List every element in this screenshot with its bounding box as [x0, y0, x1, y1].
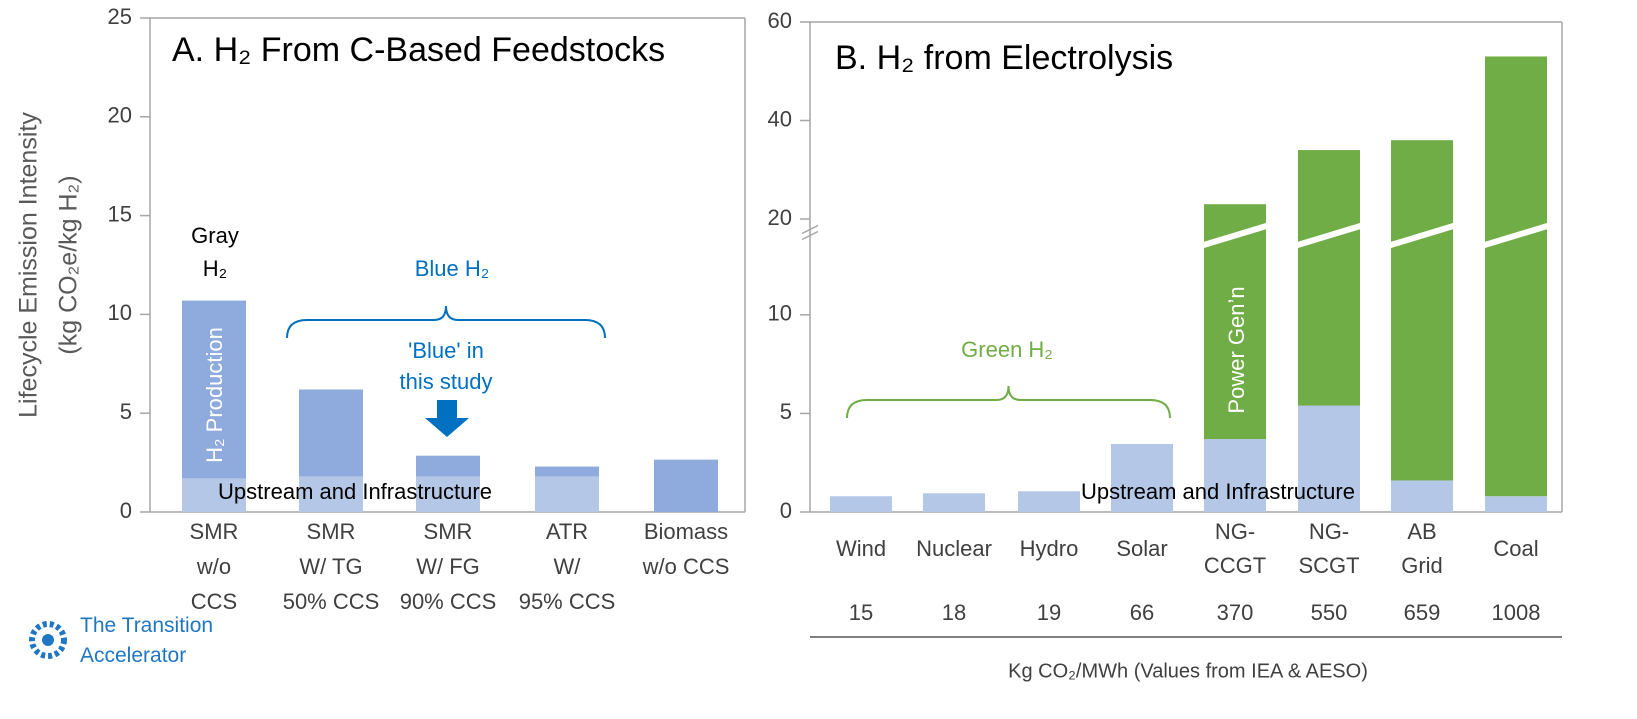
x-tick-label: Solar: [1116, 536, 1167, 561]
logo-core: [42, 634, 54, 646]
x-tick-label: CCGT: [1204, 553, 1266, 578]
y-tick-label: 15: [108, 201, 132, 226]
x-tick-label: ATR: [546, 519, 588, 544]
x-tick-label: SMR: [307, 519, 356, 544]
logo: [29, 621, 67, 659]
bar-segment: [1298, 150, 1360, 406]
y-tick-label: 25: [108, 4, 132, 29]
chart-title: B. H₂ from Electrolysis: [835, 39, 1173, 77]
y-tick-label: 10: [108, 300, 132, 325]
brace: [286, 305, 606, 339]
y-tick-label: 20: [768, 205, 792, 230]
x-tick-label: W/: [554, 554, 582, 579]
x-tick-label: Nuclear: [916, 536, 992, 561]
annotation: Blue H₂: [415, 256, 490, 281]
x-tick-label: 50% CCS: [283, 589, 380, 614]
y-tick-label: 0: [780, 498, 792, 523]
y-axis-title: Lifecycle Emission Intensity: [15, 112, 43, 418]
x-tick-label: SMR: [424, 519, 473, 544]
bar-segment: [830, 496, 892, 512]
annotation: H₂: [203, 256, 227, 281]
bar-segment: [416, 476, 480, 512]
x-tick-label: w/o: [196, 554, 231, 579]
series-label: H₂ Production: [202, 327, 227, 463]
x-tick-label: SCGT: [1298, 553, 1359, 578]
series-label: Upstream and Infrastructure: [1081, 479, 1355, 504]
y-tick-label: 60: [768, 8, 792, 33]
x-tick-label: 90% CCS: [400, 589, 497, 614]
axis-break: [801, 224, 819, 241]
x-tick-label-secondary: 15: [849, 600, 873, 625]
x-tick-label-secondary: 1008: [1492, 600, 1541, 625]
bar-segment: [1391, 140, 1453, 481]
annotation: 'Blue' in: [408, 338, 484, 363]
bar-segment: [1485, 496, 1547, 512]
bar-segment: [535, 466, 599, 477]
y-axis-title: (kg CO₂e/kg H₂): [55, 175, 83, 354]
x-tick-label: NG-: [1215, 519, 1255, 544]
x-tick-label-secondary: 550: [1311, 600, 1348, 625]
y-tick-label: 0: [120, 498, 132, 523]
bar-segment: [923, 493, 985, 512]
break-mark: [1201, 222, 1269, 249]
bar-segment: [182, 300, 246, 479]
annotation: this study: [400, 369, 493, 394]
y-tick-label: 10: [768, 301, 792, 326]
x-tick-label: SMR: [190, 519, 239, 544]
x-tick-label: Wind: [836, 536, 886, 561]
y-tick-label: 5: [120, 399, 132, 424]
x-tick-label: NG-: [1309, 519, 1349, 544]
brace: [846, 385, 1171, 419]
annotation: Gray: [191, 223, 239, 248]
x-tick-label-secondary: 66: [1130, 600, 1154, 625]
bar-segment: [299, 476, 363, 512]
x-tick-label: Biomass: [644, 519, 728, 544]
x-tick-label-secondary: 659: [1404, 600, 1441, 625]
logo-icon: [29, 621, 67, 659]
x-tick-label-secondary: 18: [942, 600, 966, 625]
bar-segment: [1298, 405, 1360, 512]
bar-segment: [1204, 439, 1266, 512]
bar-segment: [535, 476, 599, 512]
x-tick-label: Hydro: [1020, 536, 1079, 561]
x-tick-label: Grid: [1401, 553, 1443, 578]
bar-segment: [182, 478, 246, 512]
y-tick-label: 20: [108, 103, 132, 128]
bar-segment: [654, 459, 718, 512]
series-label: Upstream and Infrastructure: [218, 479, 492, 504]
break-mark: [1482, 222, 1550, 249]
x-tick-label: AB: [1407, 519, 1436, 544]
x-tick-label: w/o CCS: [642, 554, 730, 579]
chart-title: A. H₂ From C-Based Feedstocks: [172, 31, 665, 69]
x-tick-label: 95% CCS: [519, 589, 616, 614]
logo-text: The Transition Accelerator: [80, 614, 213, 667]
break-mark: [1295, 222, 1363, 249]
x-axis-title: Kg CO₂/MWh (Values from IEA & AESO): [1008, 660, 1368, 682]
bar-segment: [1018, 491, 1080, 512]
annotation: Green H₂: [961, 337, 1053, 362]
x-tick-label: W/ FG: [416, 554, 480, 579]
series-label: Power Gen’n: [1224, 286, 1249, 413]
x-tick-label-secondary: 370: [1217, 600, 1254, 625]
bar-segment: [1391, 480, 1453, 512]
x-tick-label: Coal: [1493, 536, 1538, 561]
bar-segment: [416, 455, 480, 477]
y-tick-label: 5: [780, 399, 792, 424]
x-tick-label: W/ TG: [299, 554, 362, 579]
bar-segment: [1111, 443, 1173, 512]
break-mark: [1388, 222, 1456, 249]
y-tick-label: 40: [768, 106, 792, 131]
bar-segment: [299, 389, 363, 477]
arrow: [425, 400, 469, 437]
bar-segment: [1485, 56, 1547, 497]
x-tick-label: CCS: [191, 589, 237, 614]
x-tick-label-secondary: 19: [1037, 600, 1061, 625]
